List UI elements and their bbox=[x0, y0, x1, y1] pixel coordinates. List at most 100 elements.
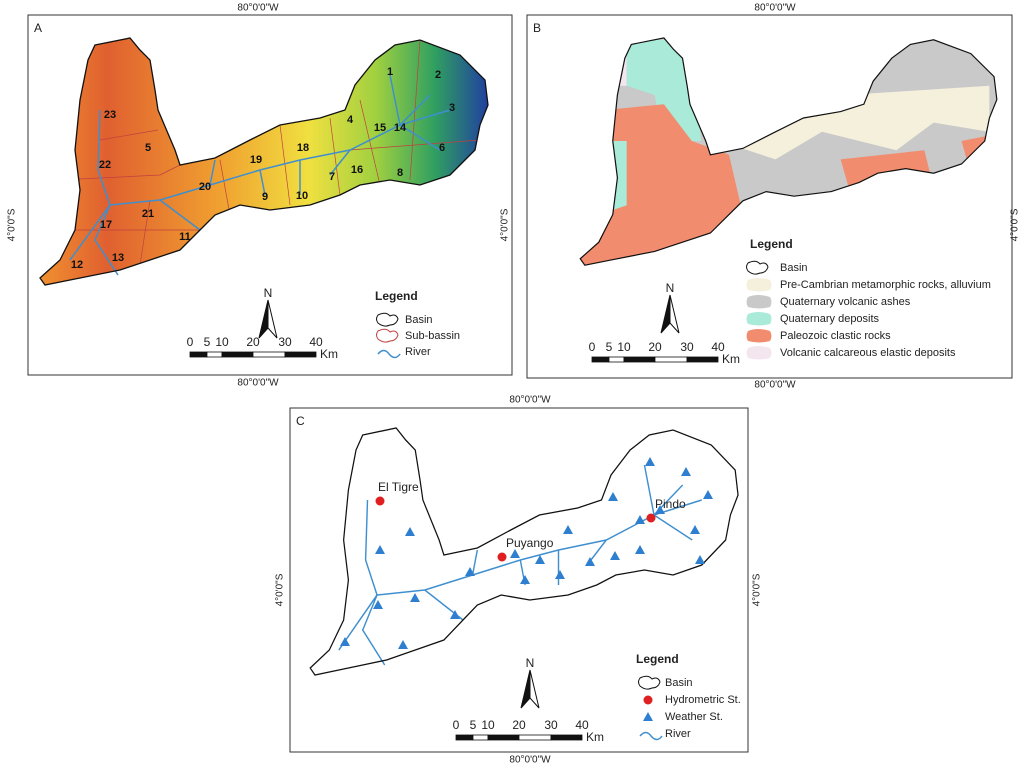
north-arrow bbox=[660, 294, 671, 334]
sub-basin-number: 9 bbox=[262, 191, 268, 203]
legend-basin-icon bbox=[746, 260, 769, 275]
legend-subbasin-icon bbox=[376, 328, 399, 343]
scale-tick: 0 bbox=[187, 335, 194, 349]
north-label: N bbox=[666, 281, 675, 295]
north-arrow bbox=[669, 294, 680, 334]
scale-segment bbox=[487, 734, 520, 741]
scale-segment bbox=[686, 356, 719, 363]
geology-zone bbox=[580, 37, 627, 86]
weather-station bbox=[375, 545, 385, 554]
weather-station bbox=[681, 467, 691, 476]
scale-tick: 40 bbox=[309, 335, 323, 349]
weather-station bbox=[510, 549, 520, 558]
sub-basin-number: 22 bbox=[99, 159, 111, 171]
scale-unit: Km bbox=[320, 347, 338, 361]
coordinate-label: 80°0'0"W bbox=[509, 395, 551, 406]
hydrometric-station bbox=[646, 513, 656, 523]
scale-unit: Km bbox=[586, 730, 604, 744]
coordinate-label: 80°0'0"W bbox=[754, 3, 796, 14]
sub-basin-number: 16 bbox=[351, 164, 363, 176]
legend-weather-icon bbox=[643, 712, 653, 721]
weather-station bbox=[703, 490, 713, 499]
legend-label: Pre-Cambrian metamorphic rocks, alluvium bbox=[780, 279, 991, 291]
legend-river-icon bbox=[377, 349, 401, 359]
legend-label: Quaternary volcanic ashes bbox=[780, 296, 911, 308]
sub-basin-number: 7 bbox=[329, 171, 335, 183]
weather-station bbox=[398, 640, 408, 649]
sub-basin-number: 23 bbox=[104, 109, 116, 121]
coordinate-label: 80°0'0"W bbox=[754, 380, 796, 391]
legend-label: Basin bbox=[405, 314, 433, 326]
weather-station bbox=[635, 515, 645, 524]
scale-segment bbox=[252, 351, 286, 358]
scale-tick: 20 bbox=[648, 340, 662, 354]
sub-basin-number: 13 bbox=[112, 252, 124, 264]
scale-tick: 0 bbox=[453, 718, 460, 732]
panel-label: A bbox=[34, 21, 42, 35]
legend-title: Legend bbox=[375, 289, 418, 303]
weather-station bbox=[465, 567, 475, 576]
legend-swatch bbox=[746, 346, 772, 360]
legend-label: Paleozoic clastic rocks bbox=[780, 330, 891, 342]
geology-zone bbox=[626, 39, 702, 141]
legend-label: Basin bbox=[665, 677, 693, 689]
scale-segment bbox=[455, 734, 474, 741]
legend-swatch bbox=[746, 312, 772, 326]
weather-station bbox=[373, 600, 383, 609]
panel-frame bbox=[289, 407, 749, 753]
coordinate-label: 80°0'0"W bbox=[237, 3, 279, 14]
scale-tick: 20 bbox=[246, 335, 260, 349]
weather-station bbox=[585, 557, 595, 566]
basin-map bbox=[39, 37, 489, 286]
hydrometric-station bbox=[375, 496, 385, 506]
coordinate-label: 80°0'0"W bbox=[509, 755, 551, 766]
north-label: N bbox=[264, 286, 273, 300]
coordinate-label: 4°0'0"S bbox=[7, 208, 18, 241]
sub-basin-number: 3 bbox=[449, 102, 455, 114]
weather-station bbox=[645, 457, 655, 466]
legend-river-icon bbox=[639, 731, 663, 741]
geology-zone bbox=[580, 104, 743, 266]
scale-segment bbox=[623, 356, 656, 363]
sub-basin-number: 14 bbox=[394, 122, 407, 134]
sub-basin-number: 8 bbox=[397, 167, 403, 179]
legend-label: Quaternary deposits bbox=[780, 313, 880, 325]
panel-label: C bbox=[296, 414, 305, 428]
legend-label: Basin bbox=[780, 262, 808, 274]
panel-label: B bbox=[533, 21, 541, 35]
sub-basin-number: 20 bbox=[199, 181, 211, 193]
basin-fill bbox=[310, 428, 739, 675]
hydrometric-station bbox=[497, 552, 507, 562]
scale-tick: 30 bbox=[544, 718, 558, 732]
weather-station bbox=[450, 610, 460, 619]
north-arrow bbox=[520, 669, 531, 709]
scale-tick: 10 bbox=[215, 335, 229, 349]
scale-segment bbox=[221, 351, 254, 358]
coordinate-label: 4°0'0"S bbox=[1010, 208, 1021, 241]
legend-basin-icon bbox=[376, 312, 399, 327]
station-name: El Tigre bbox=[378, 480, 419, 494]
legend-hydrometric-icon bbox=[643, 695, 653, 705]
north-label: N bbox=[526, 656, 535, 670]
scale-segment bbox=[206, 351, 223, 358]
scale-segment bbox=[472, 734, 489, 741]
weather-station bbox=[535, 555, 545, 564]
sub-basin-number: 2 bbox=[435, 69, 441, 81]
scale-segment bbox=[189, 351, 208, 358]
legend-label: Sub-bassin bbox=[405, 330, 460, 342]
legend-title: Legend bbox=[636, 652, 679, 666]
weather-station bbox=[690, 525, 700, 534]
weather-station bbox=[410, 593, 420, 602]
panel-frame bbox=[27, 14, 513, 376]
weather-station bbox=[608, 492, 618, 501]
scale-tick: 20 bbox=[512, 718, 526, 732]
weather-station bbox=[340, 637, 350, 646]
scale-segment bbox=[654, 356, 688, 363]
station-name: Puyango bbox=[506, 536, 554, 550]
scale-segment bbox=[284, 351, 317, 358]
weather-station bbox=[555, 570, 565, 579]
sub-basin-number: 15 bbox=[374, 122, 386, 134]
sub-basin-number: 21 bbox=[142, 208, 154, 220]
sub-basin-number: 4 bbox=[347, 114, 354, 126]
